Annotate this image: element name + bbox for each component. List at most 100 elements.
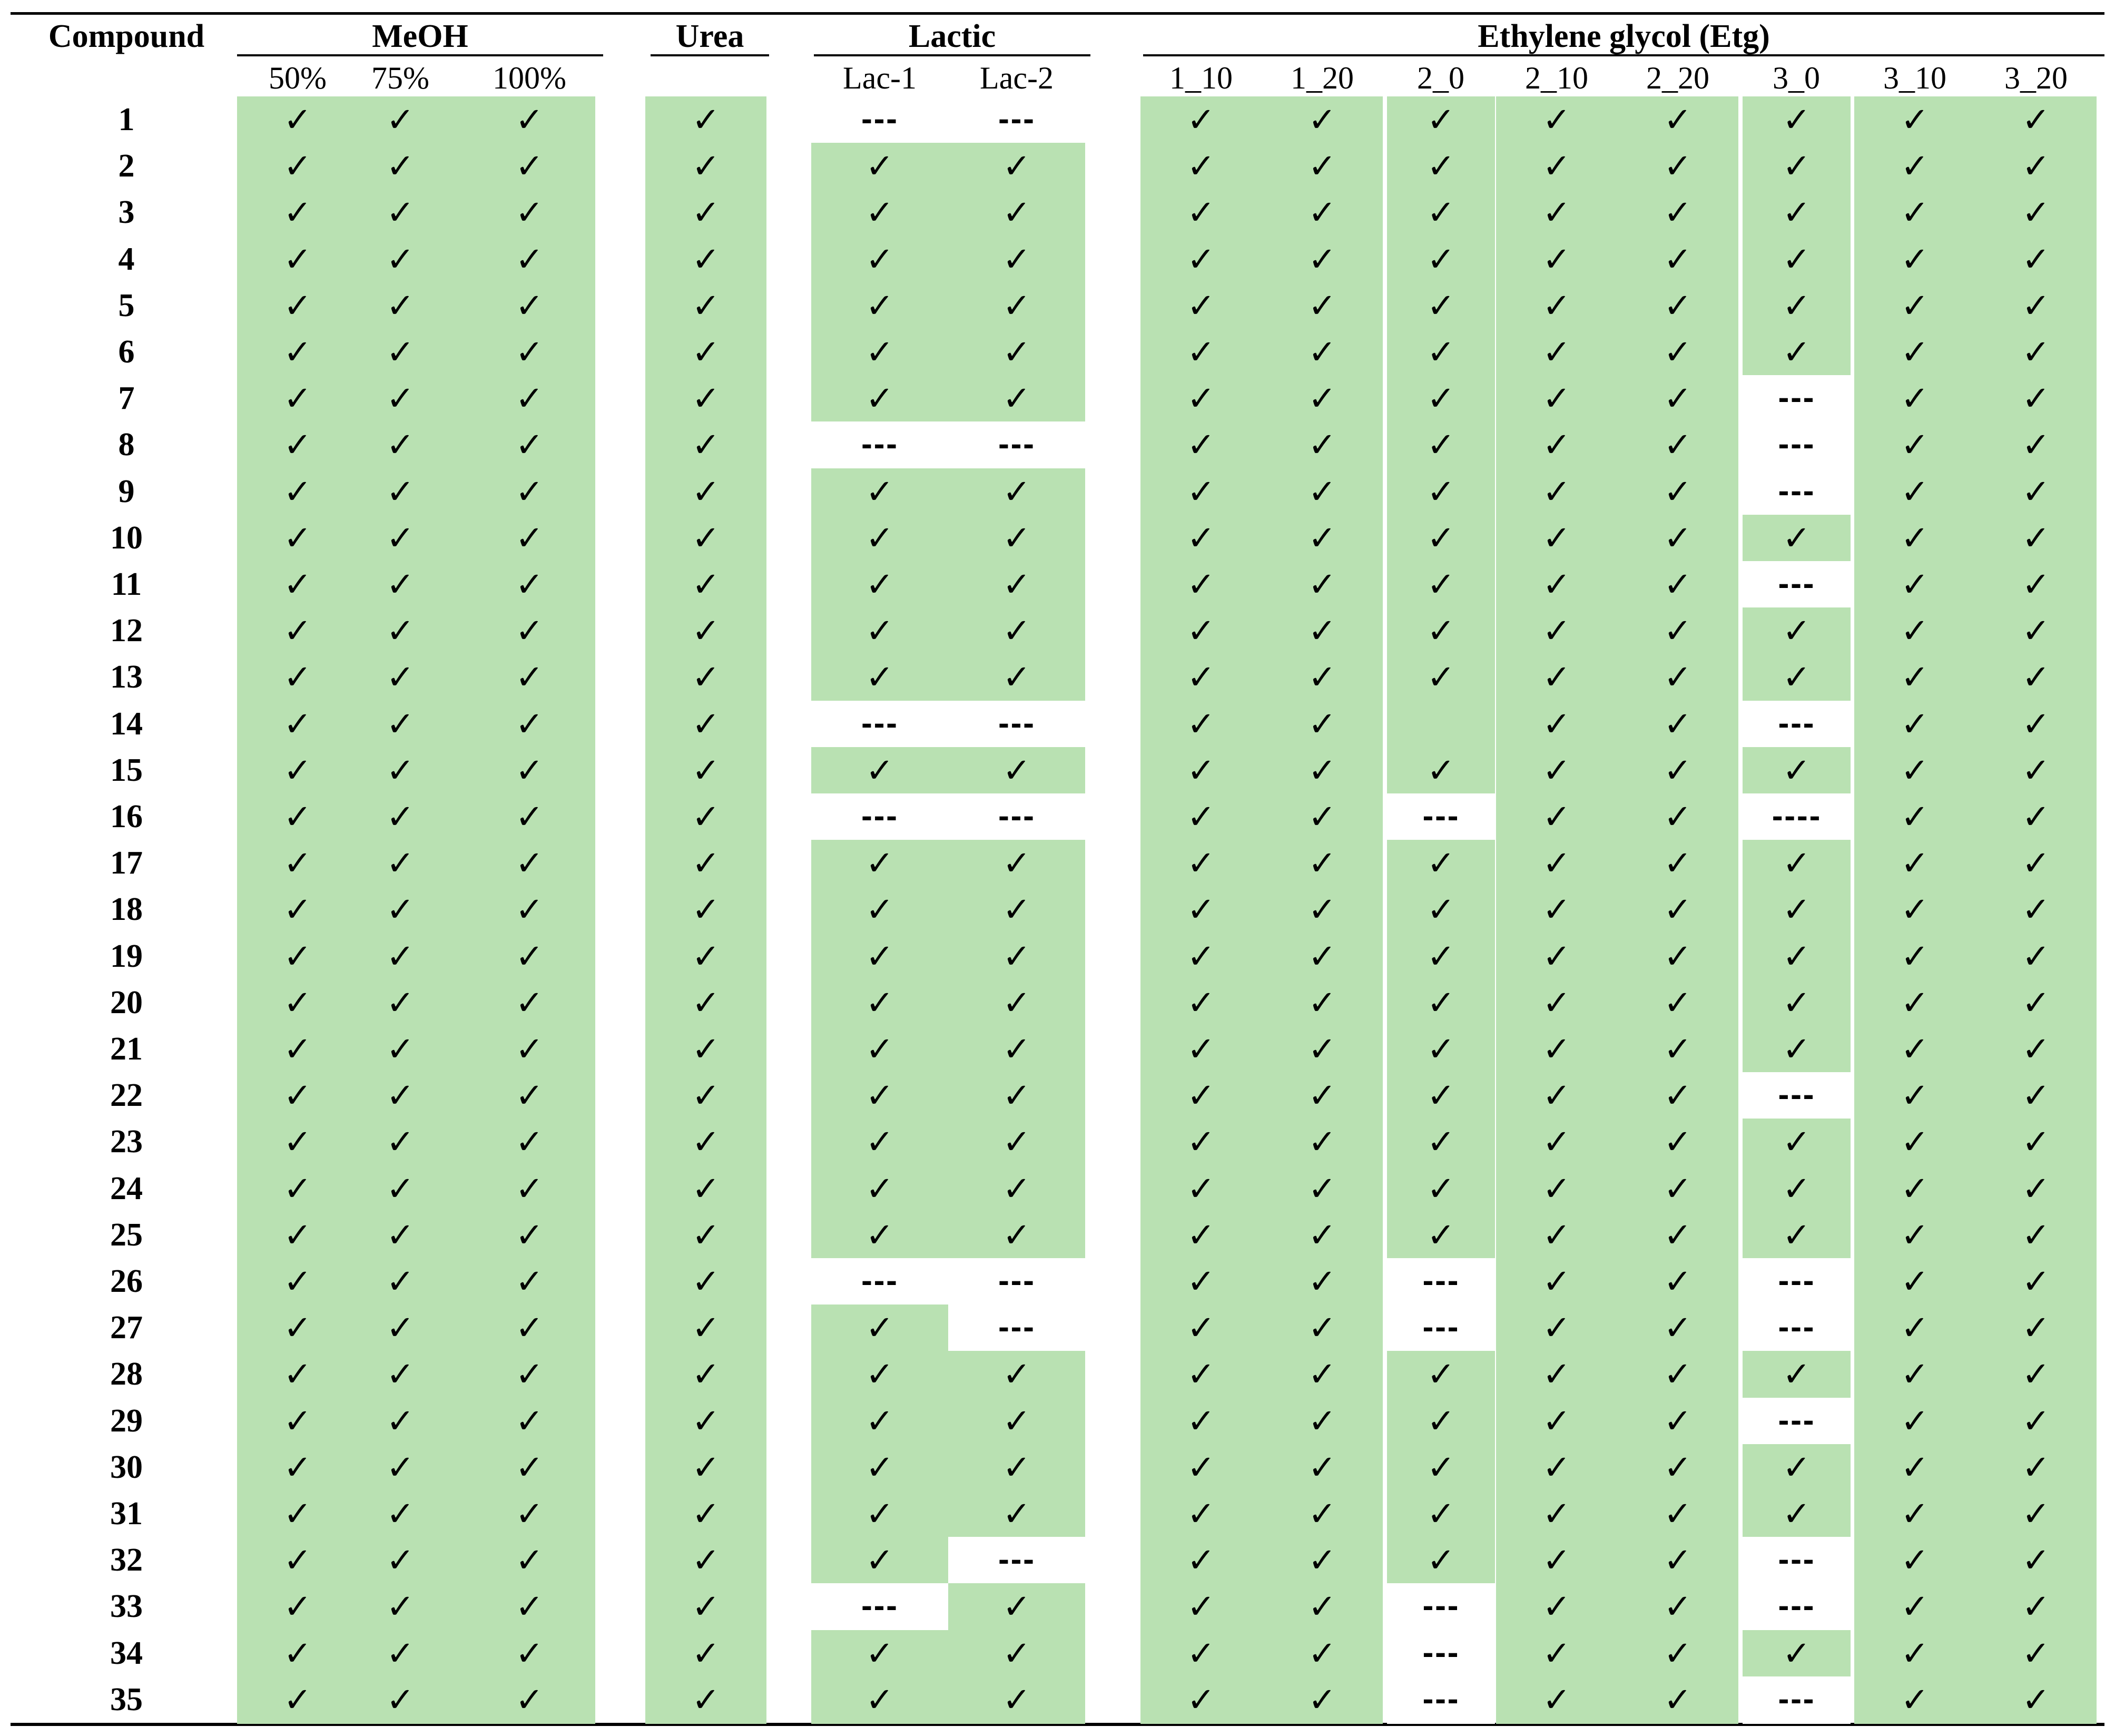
check-mark-icon: ✓ [283,984,312,1023]
table-cell: ✓ [811,1630,948,1678]
dash-mark: --- [1778,429,1815,461]
table-cell: ✓ [948,329,1085,376]
table-cell: ✓ [1496,282,1617,330]
check-mark-icon: ✓ [865,1309,894,1348]
check-mark-icon: ✓ [1901,426,1929,465]
table-cell: ✓ [1387,607,1495,655]
table-cell: ✓ [645,515,766,562]
check-mark-icon: ✓ [386,1541,415,1580]
check-mark-icon: ✓ [1542,1216,1571,1255]
table-cell: ✓ [1140,282,1262,330]
table-cell: ✓ [1496,1490,1617,1538]
table-cell: ✓ [948,607,1085,655]
check-mark-icon: ✓ [386,101,415,140]
table-cell: ✓ [337,1398,464,1445]
check-mark-icon: ✓ [1002,1355,1031,1394]
check-mark-icon: ✓ [1542,240,1571,279]
table-cell: ✓ [1743,96,1851,144]
check-mark-icon: ✓ [1427,1402,1455,1441]
table-cell: ✓ [1140,1676,1262,1724]
table-cell [1387,701,1495,748]
check-mark-icon: ✓ [1308,1495,1336,1534]
table-cell: --- [948,1537,1085,1584]
table-cell: ✓ [1262,236,1383,283]
check-mark-icon: ✓ [1308,240,1336,279]
table-cell: ✓ [811,654,948,701]
check-mark-icon: ✓ [1308,1402,1336,1441]
table-cell: ✓ [645,1444,766,1492]
table-cell: ✓ [1854,1212,1975,1259]
table-cell: ✓ [1140,886,1262,934]
check-mark-icon: ✓ [1187,751,1215,790]
table-cell: --- [1743,375,1851,423]
compound-label: 13 [110,659,143,695]
table-cell: ✓ [948,840,1085,887]
table-cell: ✓ [337,189,464,237]
check-mark-icon: ✓ [1308,658,1336,697]
check-mark-icon: ✓ [1664,193,1692,232]
check-mark-icon: ✓ [1187,1076,1215,1115]
check-mark-icon: ✓ [1187,240,1215,279]
check-mark-icon: ✓ [515,193,544,232]
table-cell: ✓ [1496,747,1617,795]
check-mark-icon: ✓ [1187,193,1215,232]
group-header: Ethylene glycol (Etg) [1478,18,1770,54]
check-mark-icon: ✓ [1664,426,1692,465]
table-cell: ✓ [1617,1305,1738,1352]
check-mark-icon: ✓ [2022,612,2050,651]
check-mark-icon: ✓ [1542,1495,1571,1534]
table-cell: ✓ [1975,1676,2097,1724]
check-mark-icon: ✓ [692,1030,720,1069]
check-mark-icon: ✓ [865,1076,894,1115]
check-mark-icon: ✓ [692,1309,720,1348]
table-cell: ✓ [645,607,766,655]
table-cell: ✓ [811,468,948,516]
table-cell: ✓ [1617,375,1738,423]
check-mark-icon: ✓ [1187,1355,1215,1394]
check-mark-icon: ✓ [1542,1170,1571,1209]
check-mark-icon: ✓ [386,890,415,929]
table-cell: ✓ [1140,189,1262,237]
dash-mark: --- [1778,1266,1815,1298]
check-mark-icon: ✓ [2022,1681,2050,1720]
check-mark-icon: ✓ [2022,705,2050,744]
table-cell: ✓ [1975,840,2097,887]
check-mark-icon: ✓ [2022,565,2050,604]
check-mark-icon: ✓ [1664,1495,1692,1534]
table-cell: ✓ [1262,1444,1383,1492]
table-cell: ✓ [645,793,766,841]
check-mark-icon: ✓ [515,287,544,326]
table-cell: ✓ [645,701,766,748]
check-mark-icon: ✓ [1427,1448,1455,1487]
check-mark-icon: ✓ [515,426,544,465]
table-cell: ✓ [1387,1119,1495,1166]
check-mark-icon: ✓ [692,844,720,883]
check-mark-icon: ✓ [1427,240,1455,279]
check-mark-icon: ✓ [1901,565,1929,604]
table-cell: ✓ [1743,1444,1851,1492]
check-mark-icon: ✓ [2022,1634,2050,1673]
check-mark-icon: ✓ [1308,333,1336,372]
check-mark-icon: ✓ [865,473,894,512]
check-mark-icon: ✓ [283,1495,312,1534]
table-cell: ✓ [948,1630,1085,1678]
check-mark-icon: ✓ [2022,1030,2050,1069]
table-cell: ✓ [1617,421,1738,469]
check-mark-icon: ✓ [1664,565,1692,604]
check-mark-icon: ✓ [1901,1634,1929,1673]
table-cell: --- [1387,793,1495,841]
table-cell: ✓ [1262,375,1383,423]
check-mark-icon: ✓ [865,193,894,232]
compound-label: 17 [110,845,143,881]
table-cell: ✓ [1496,793,1617,841]
check-mark-icon: ✓ [1542,937,1571,976]
table-cell: ✓ [1854,793,1975,841]
check-mark-icon: ✓ [2022,240,2050,279]
check-mark-icon: ✓ [1187,1216,1215,1255]
table-cell: --- [948,793,1085,841]
table-cell: ✓ [811,375,948,423]
check-mark-icon: ✓ [283,798,312,837]
table-cell: ✓ [464,607,595,655]
check-mark-icon: ✓ [1002,1170,1031,1209]
table-cell: ✓ [1262,1305,1383,1352]
